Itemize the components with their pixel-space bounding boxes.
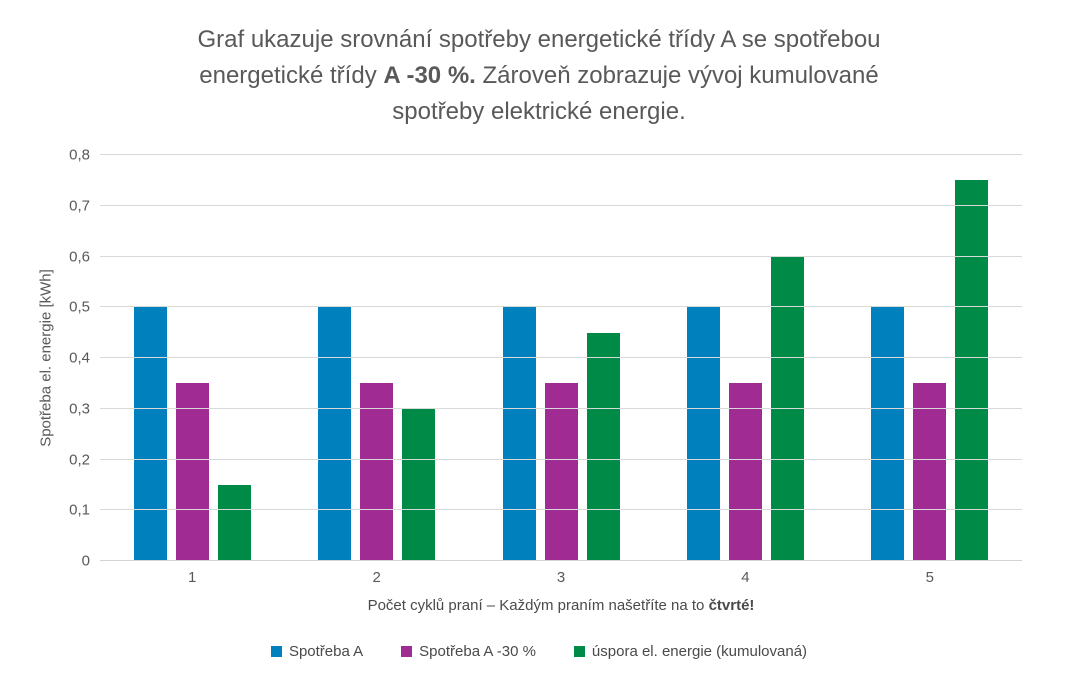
chart-title-line-3: spotřeby elektrické energie. — [0, 94, 1078, 130]
bar-series1-cat4 — [686, 307, 720, 561]
y-tick-label-0,7: 0,7 — [69, 197, 90, 215]
gridline-0,4 — [100, 357, 1022, 358]
bar-group-2 — [284, 155, 468, 561]
x-category-label-2: 2 — [372, 569, 381, 586]
bar-group-3 — [469, 155, 653, 561]
gridline-0,3 — [100, 407, 1022, 409]
plot-area — [100, 154, 1022, 561]
bar-series1-cat2 — [318, 307, 352, 561]
bar-series2-cat2 — [360, 383, 394, 561]
gridline-0,5 — [100, 306, 1022, 308]
bar-series2-cat3 — [544, 383, 578, 561]
bar-group-5 — [838, 155, 1022, 561]
legend-label: Spotřeba A -30 % — [419, 643, 536, 660]
bar-series3-cat2 — [402, 408, 436, 561]
chart-title-line-2: energetické třídy A -30 %. Zároveň zobra… — [0, 58, 1078, 94]
chart-title-segment: A -30 %. — [383, 62, 476, 89]
x-axis-title-text: Počet cyklů praní – Každým praním našetř… — [367, 597, 709, 614]
chart-title-segment: Graf ukazuje srovnání spotřeby energetic… — [197, 26, 881, 53]
y-tick-label-0,3: 0,3 — [69, 400, 90, 418]
x-category-label-3: 3 — [556, 569, 566, 586]
y-tick-label-0,2: 0,2 — [69, 451, 90, 468]
gridline-0,2 — [100, 458, 1022, 460]
gridline-0,8 — [100, 154, 1022, 155]
legend-label: Spotřeba A — [288, 643, 364, 660]
x-axis-title-bold: čtvrté! — [708, 597, 755, 614]
legend-swatch-icon — [573, 646, 585, 657]
bar-group-1 — [100, 155, 284, 561]
y-tick-label-0,5: 0,5 — [69, 298, 90, 316]
bar-series3-cat4 — [770, 256, 804, 561]
bar-series2-cat4 — [728, 383, 762, 561]
x-category-label-4: 4 — [741, 569, 750, 586]
legend-label: úspora el. energie (kumulovaná) — [591, 643, 808, 660]
x-category-label-5: 5 — [925, 569, 934, 586]
x-category-label-1: 1 — [188, 569, 197, 586]
gridline-0,6 — [100, 255, 1022, 257]
chart-title: Graf ukazuje srovnání spotřeby energetic… — [0, 22, 1078, 130]
bar-series3-cat5 — [955, 180, 989, 561]
y-tick-label-0,1: 0,1 — [69, 501, 90, 519]
chart-title-line-1: Graf ukazuje srovnání spotřeby energetic… — [0, 22, 1078, 58]
bar-series2-cat1 — [175, 383, 209, 561]
bar-series3-cat1 — [217, 484, 251, 561]
bar-group-4 — [653, 155, 837, 561]
bar-series1-cat5 — [871, 307, 905, 561]
legend-item-1: Spotřeba A — [270, 643, 364, 660]
chart-title-segment: energetické třídy — [199, 62, 384, 89]
legend: Spotřeba A Spotřeba A -30 % úspora el. ene… — [0, 643, 1078, 660]
y-tick-label-0,4: 0,4 — [69, 349, 90, 367]
legend-item-3: úspora el. energie (kumulovaná) — [573, 643, 808, 660]
legend-item-2: Spotřeba A -30 % — [401, 643, 536, 660]
x-axis-title: Počet cyklů praní – Každým praním našetř… — [100, 597, 1022, 614]
chart-title-segment: spotřeby elektrické energie. — [392, 98, 686, 125]
x-axis-line — [100, 560, 1022, 561]
bar-series3-cat3 — [586, 332, 620, 561]
x-category-labels: 1 2 3 4 5 — [100, 569, 1022, 586]
chart-title-segment: Zároveň zobrazuje vývoj kumulované — [475, 62, 879, 89]
bar-series1-cat3 — [502, 307, 536, 561]
legend-swatch-icon — [270, 646, 282, 657]
bar-series2-cat5 — [913, 383, 947, 561]
gridline-0,7 — [100, 204, 1022, 206]
gridline-0,1 — [100, 509, 1022, 511]
y-tick-label-0,8: 0,8 — [69, 146, 90, 164]
y-tick-label-0,6: 0,6 — [69, 248, 90, 265]
bar-groups — [100, 155, 1022, 561]
legend-swatch-icon — [401, 646, 413, 657]
y-tick-label-0: 0 — [81, 552, 90, 570]
bar-series1-cat1 — [133, 307, 167, 561]
